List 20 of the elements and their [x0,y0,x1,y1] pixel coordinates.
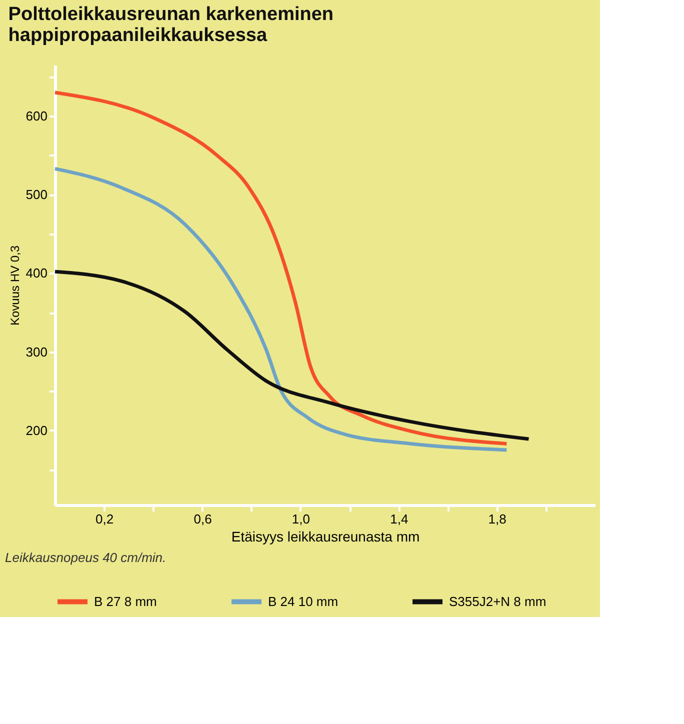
y-tick-label: 600 [26,108,48,124]
line-series [53,166,508,452]
legend-label: B 24 10 mm [268,594,338,609]
x-tick-label: 1,0 [292,512,310,526]
text: Leikkausnopeus 40 cm/min. [5,550,166,565]
chart-title: Polttoleikkausreunan karkeneminen happipropaanileikkauksessa [8,4,334,46]
y-tick-label: 400 [26,266,48,281]
legend-label: B 27 8 mm [94,594,157,609]
line-series [53,270,530,441]
x-tick-label: 1,8 [488,512,506,526]
x-tick-label: 0,6 [194,512,212,526]
line-series [53,90,508,446]
y-tick-label: 200 [26,422,48,438]
x-tick-label: 1,4 [390,512,408,526]
x-axis-title: Etäisyys leikkausreunasta mm [231,528,420,544]
y-axis-title: Kovuus HV 0,3 [8,245,22,326]
legend-label: S355J2+N 8 mm [449,594,546,609]
x-tick-label: 0,2 [96,512,114,526]
y-tick-label: 300 [26,344,48,360]
y-tick-label: 500 [26,187,48,202]
